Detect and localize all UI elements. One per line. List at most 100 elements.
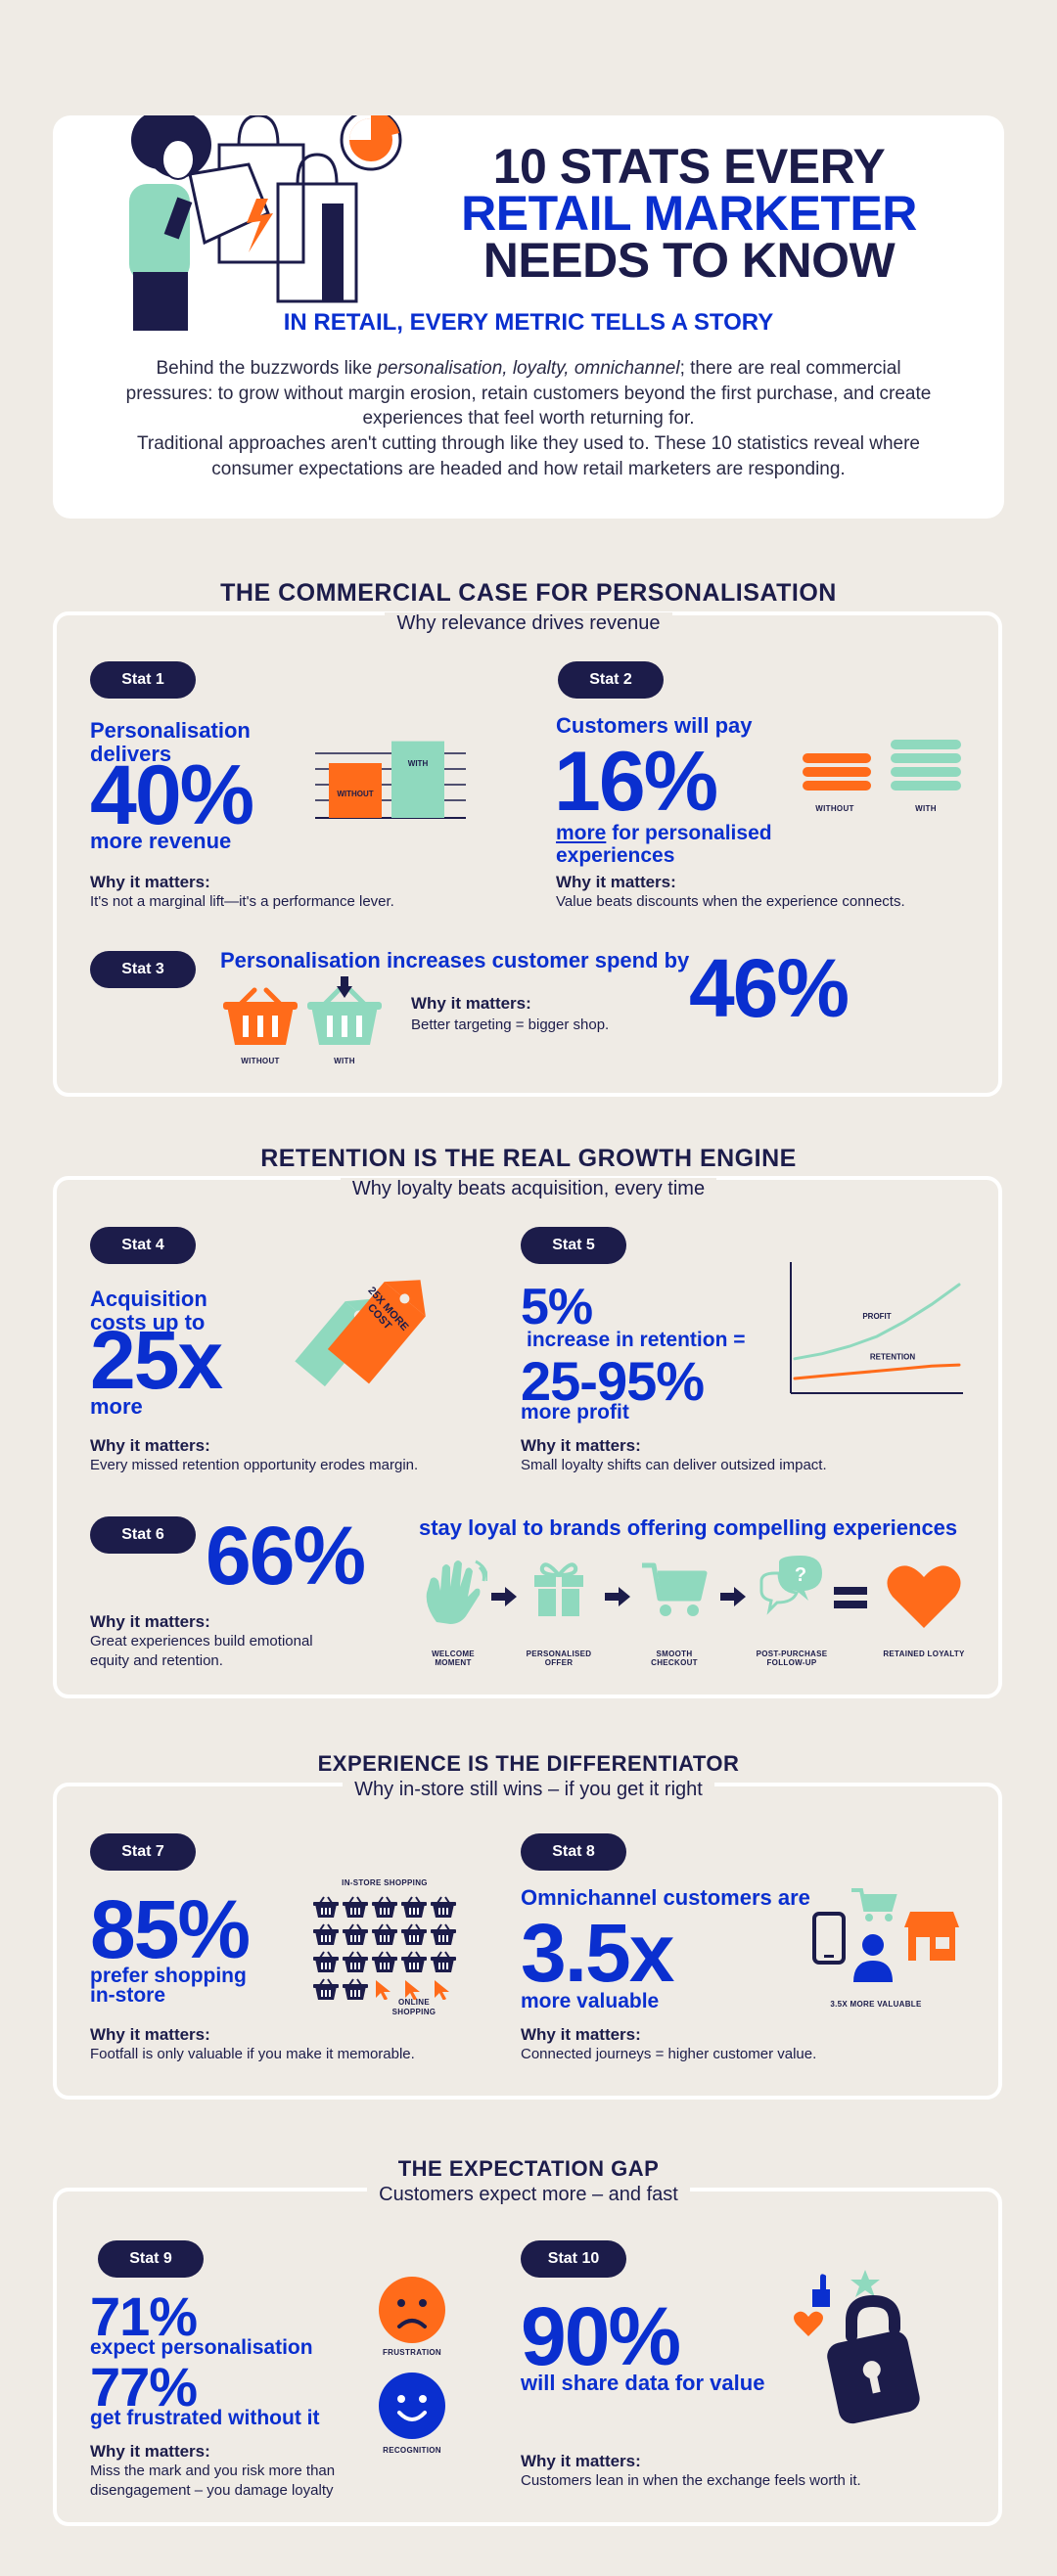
instore-basket-icon [313,1951,339,1972]
stat-8-why-text: Connected journeys = higher customer val… [521,2046,817,2062]
section-2-subtitle: Why loyalty beats acquisition, every tim… [0,1178,1057,1200]
instore-basket-icon [401,1923,427,1945]
instore-basket-icon [343,1951,368,1972]
intro-p2: Traditional approaches aren't cutting th… [137,432,920,479]
intro-p1-b: ; there are real commercial pressures: t… [125,358,932,429]
stat-10-why-heading: Why it matters: [521,2452,641,2470]
section-1-title: THE COMMERCIAL CASE FOR PERSONALISATION [0,579,1057,608]
intro-text: Behind the buzzwords like personalisatio… [121,356,936,481]
stat-2-why-text: Value beats discounts when the experienc… [556,893,905,910]
stat-7-why-text: Footfall is only valuable if you make it… [90,2046,415,2062]
stat-2-without: WITHOUT [815,804,854,813]
stat-7-pictogram [313,1896,456,2000]
instore-basket-icon [372,1923,397,1945]
stat-2-with: WITH [915,804,937,813]
stat-2-badge: Stat 2 [558,661,664,699]
stat-5-mid: increase in retention = [527,1329,746,1351]
stat-8-value: 3.5x [521,1907,674,1999]
series-label: PROFIT [862,1312,891,1321]
online-cursor-icon [435,1980,449,2000]
stat-7-post: prefer shopping in-store [90,1965,247,2007]
stat-4-pre: Acquisition costs up to [90,1287,207,1335]
stat-1-why-heading: Why it matters: [90,873,210,891]
stat-4-value: 25x [90,1314,223,1406]
stat-10-why-text: Customers lean in when the exchange feel… [521,2472,861,2489]
stat-8-post: more valuable [521,1990,660,2012]
stat-6-post: stay loyal to brands offering compelling… [419,1515,958,1540]
arrow-1-icon [491,1587,517,1606]
journey-step-2: PERSONALISED OFFER [526,1650,592,1667]
section-2-title: RETENTION IS THE REAL GROWTH ENGINE [0,1145,1057,1173]
intro-p1-em: personalisation, loyalty, omnichannel [377,358,680,379]
online-label: ONLINE SHOPPING [391,1998,437,2016]
journey-step-4: POST-PURCHASE FOLLOW-UP [756,1650,828,1667]
stat-3-why-text: Better targeting = bigger shop. [411,1017,610,1033]
intro-p1-a: Behind the buzzwords like [156,358,378,379]
instore-basket-icon [401,1896,427,1918]
recognition-label: RECOGNITION [383,2446,441,2455]
stat-1-badge: Stat 1 [90,661,196,699]
stat-9-post-1: expect personalisation [90,2336,313,2359]
arrow-2-icon [605,1587,630,1606]
stat-6-why-heading: Why it matters: [90,1612,210,1631]
svg-text:?: ? [795,1564,806,1586]
heart-icon [887,1565,961,1628]
stat-3-value: 46% [689,942,850,1034]
stat-7-value: 85% [90,1883,251,1975]
stat-2-pre: Customers will pay [556,713,753,738]
instore-basket-icon [372,1951,397,1972]
stat-8-pre: Omnichannel customers are [521,1885,810,1910]
basket-with-icon [307,976,382,1045]
title-line-2: RETAIL MARKETER [461,186,917,241]
stat-3-why-heading: Why it matters: [411,994,531,1013]
gift-icon [534,1562,583,1616]
instore-basket-icon [343,1978,368,2000]
padlock-icon [794,2270,920,2424]
stat-5-why-text: Small loyalty shifts can deliver outsize… [521,1457,827,1473]
cart-icon [642,1562,708,1616]
stat-7-badge: Stat 7 [90,1833,196,1871]
frustrated-face-icon [379,2277,445,2343]
stat-4-why-heading: Why it matters: [90,1436,210,1455]
stat-9-value-2: 77% [90,2356,198,2418]
header-subtitle: IN RETAIL, EVERY METRIC TELLS A STORY [283,309,774,336]
header-illustration [129,115,402,331]
stat-4-badge: Stat 4 [90,1227,196,1264]
stat-10-post: will share data for value [521,2371,765,2395]
stat-9-value-1: 71% [90,2285,198,2347]
stat-6-value: 66% [206,1510,366,1602]
frustration-label: FRUSTRATION [382,2348,442,2357]
stat-5-why-heading: Why it matters: [521,1436,641,1455]
section-3-title: EXPERIENCE IS THE DIFFERENTIATOR [0,1751,1057,1777]
stat-4-why-text: Every missed retention opportunity erode… [90,1457,419,1473]
instore-basket-icon [343,1923,368,1945]
online-cursor-icon [376,1980,391,2000]
section-4-subtitle: Customers expect more – and fast [0,2184,1057,2206]
instore-basket-icon [313,1896,339,1918]
stat-3-badge: Stat 3 [90,951,196,988]
instore-basket-icon [313,1978,339,2000]
arrow-3-icon [720,1587,746,1606]
stat-2-post: more for personalised experiences [556,822,772,868]
page-title: 10 STATS EVERY RETAIL MARKETER NEEDS TO … [395,139,983,288]
instore-basket-icon [343,1896,368,1918]
stat-10-badge: Stat 10 [521,2240,626,2278]
stat-8-badge: Stat 8 [521,1833,626,1871]
basket-without-icon [223,987,298,1045]
instore-basket-icon [431,1951,456,1972]
title-line-1: 10 STATS EVERY [492,139,886,194]
stat-6-badge: Stat 6 [90,1516,196,1554]
instore-basket-icon [431,1923,456,1945]
equals-icon [834,1587,867,1608]
title-line-3: NEEDS TO KNOW [483,233,896,288]
stat-6-why-text: Great experiences build emotional equity … [90,1633,313,1669]
journey-step-5: RETAINED LOYALTY [883,1650,965,1658]
wave-hand-icon [426,1559,487,1624]
stat-2-stack-icon [803,740,961,791]
journey-step-1: WELCOME MOMENT [432,1650,475,1667]
header-card: 10 STATS EVERY RETAIL MARKETER NEEDS TO … [53,115,1004,519]
stat-5-badge: Stat 5 [521,1227,626,1264]
stat-1-post: more revenue [90,829,232,853]
series-line-retention [793,1363,961,1380]
instore-basket-icon [313,1923,339,1945]
